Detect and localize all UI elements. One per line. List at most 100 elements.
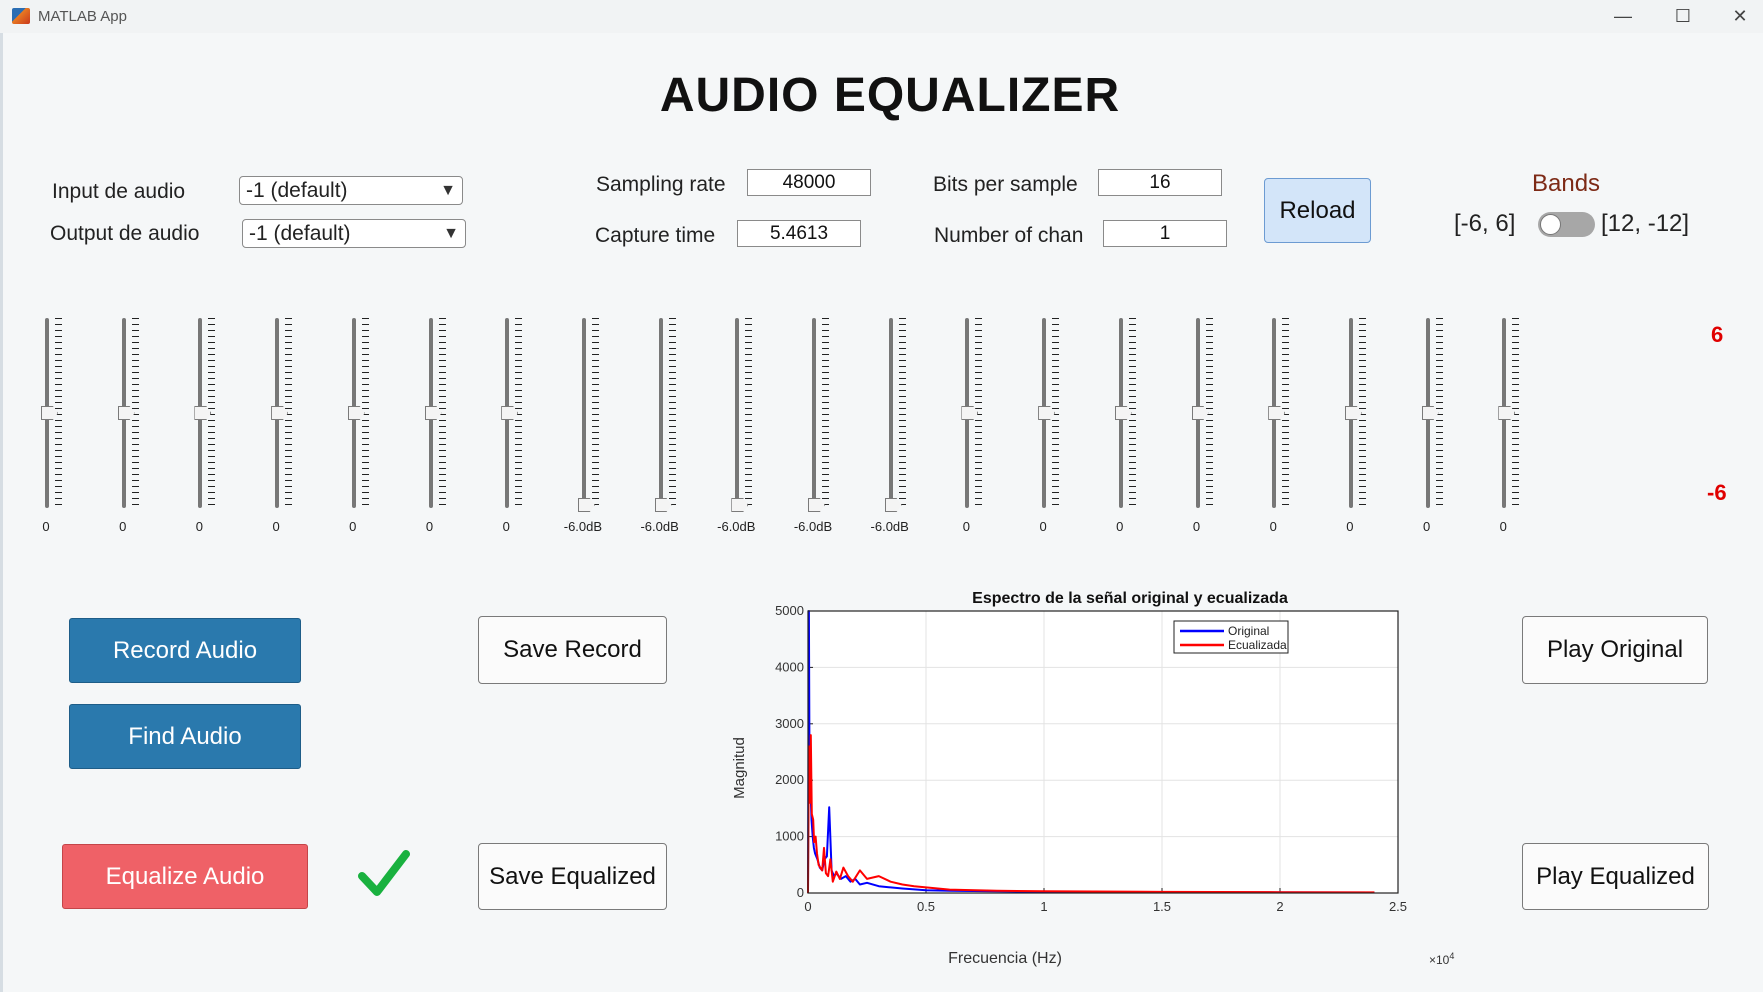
bits-per-sample-field[interactable]: 16 xyxy=(1098,169,1222,196)
bits-per-sample-label: Bits per sample xyxy=(933,173,1078,196)
eq-slider-11[interactable]: -6.0dB xyxy=(794,318,848,538)
series-line-ecualizada xyxy=(807,734,1375,894)
eq-slider-9[interactable]: -6.0dB xyxy=(640,318,695,538)
chart-plot-frame xyxy=(807,610,1399,894)
bands-title: Bands xyxy=(1532,170,1601,197)
check-icon xyxy=(358,850,410,896)
eq-slider-2[interactable]: 0 xyxy=(117,318,158,538)
sampling-rate-field[interactable]: 48000 xyxy=(747,169,871,196)
slider-thumb[interactable] xyxy=(1421,406,1439,420)
eq-slider-20[interactable]: 0 xyxy=(1498,318,1538,538)
slider-thumb[interactable] xyxy=(884,498,902,512)
eq-slider-1[interactable]: 0 xyxy=(41,318,81,538)
save-equalized-button[interactable]: Save Equalized xyxy=(478,843,667,910)
slider-value-label: -6.0dB xyxy=(870,519,909,534)
slider-thumb[interactable] xyxy=(501,406,519,420)
eq-slider-14[interactable]: 0 xyxy=(1038,318,1078,538)
slider-thumb[interactable] xyxy=(1498,406,1516,420)
slider-thumb[interactable] xyxy=(961,406,979,420)
slider-track[interactable] xyxy=(658,318,663,508)
close-icon[interactable]: ✕ xyxy=(1732,6,1748,26)
slider-ticks xyxy=(285,318,293,508)
y-tick-label: 4000 xyxy=(775,659,804,674)
slider-value-label: 0 xyxy=(119,519,127,534)
slider-thumb[interactable] xyxy=(117,406,135,420)
slider-ticks xyxy=(438,318,446,508)
slider-track[interactable] xyxy=(812,318,816,508)
slider-value-label: -6.0dB xyxy=(640,519,679,534)
dropdown-arrow-icon: ▼ xyxy=(440,182,456,199)
slider-thumb[interactable] xyxy=(1038,406,1056,420)
toggle-knob[interactable] xyxy=(1540,214,1561,235)
eq-slider-6[interactable]: 0 xyxy=(424,318,465,538)
slider-value-label: 0 xyxy=(1499,519,1507,534)
slider-thumb[interactable] xyxy=(654,498,672,512)
slider-thumb[interactable] xyxy=(808,498,825,512)
slider-thumb[interactable] xyxy=(1344,406,1362,420)
spectrum-chart: Espectro de la señal original y ecualiza… xyxy=(731,590,1454,967)
maximize-icon[interactable]: ☐ xyxy=(1674,6,1692,26)
reload-button[interactable]: Reload xyxy=(1264,178,1371,243)
minimize-icon[interactable]: — xyxy=(1614,6,1632,26)
slider-ticks xyxy=(361,318,369,508)
slider-thumb[interactable] xyxy=(424,406,442,420)
output-audio-label: Output de audio xyxy=(50,222,200,245)
eq-slider-7[interactable]: 0 xyxy=(501,318,541,538)
record-audio-button[interactable]: Record Audio xyxy=(69,618,301,683)
slider-thumb[interactable] xyxy=(1268,406,1286,420)
eq-slider-15[interactable]: 0 xyxy=(1114,318,1155,538)
x-tick-label: 0 xyxy=(804,899,811,914)
input-audio-value: -1 (default) xyxy=(246,179,348,202)
eq-slider-4[interactable]: 0 xyxy=(271,318,311,538)
find-audio-button[interactable]: Find Audio xyxy=(69,704,301,769)
eq-slider-17[interactable]: 0 xyxy=(1268,318,1308,538)
slider-track[interactable] xyxy=(581,318,586,508)
play-original-button[interactable]: Play Original xyxy=(1522,616,1708,684)
slider-track[interactable] xyxy=(888,318,893,508)
x-tick-label: 1.5 xyxy=(1153,899,1171,914)
slider-thumb[interactable] xyxy=(271,406,289,420)
slider-thumb[interactable] xyxy=(731,498,749,512)
slider-ticks xyxy=(1282,318,1290,508)
slider-ticks xyxy=(745,318,753,508)
play-equalized-button[interactable]: Play Equalized xyxy=(1522,843,1709,910)
eq-slider-19[interactable]: 0 xyxy=(1421,318,1462,538)
y-tick-label: 2000 xyxy=(775,772,804,787)
number-of-channels-field[interactable]: 1 xyxy=(1103,220,1227,247)
input-audio-dropdown[interactable]: -1 (default) ▼ xyxy=(239,176,463,205)
bands-toggle-switch[interactable] xyxy=(1538,212,1595,237)
eq-slider-16[interactable]: 0 xyxy=(1191,318,1232,538)
slider-ticks xyxy=(1052,318,1060,508)
eq-slider-8[interactable]: -6.0dB xyxy=(564,318,618,538)
output-audio-dropdown[interactable]: -1 (default) ▼ xyxy=(242,219,466,248)
slider-thumb[interactable] xyxy=(577,498,595,512)
eq-slider-10[interactable]: -6.0dB xyxy=(717,318,771,538)
slider-value-label: 0 xyxy=(1039,519,1047,534)
slider-thumb[interactable] xyxy=(1114,406,1132,420)
slider-value-label: 0 xyxy=(1422,519,1431,534)
window-left-edge xyxy=(0,33,3,992)
eq-slider-18[interactable]: 0 xyxy=(1344,318,1385,538)
chart-series xyxy=(807,610,1375,894)
eq-slider-12[interactable]: -6.0dB xyxy=(871,318,925,538)
equalize-audio-button[interactable]: Equalize Audio xyxy=(62,844,308,909)
slider-thumb[interactable] xyxy=(347,406,365,420)
window-title: MATLAB App xyxy=(38,8,127,25)
eq-slider-13[interactable]: 0 xyxy=(961,318,1001,538)
legend-box xyxy=(1173,620,1289,654)
slider-value-label: 0 xyxy=(349,519,357,534)
slider-track[interactable] xyxy=(735,318,740,508)
slider-thumb[interactable] xyxy=(41,406,58,420)
eq-slider-3[interactable]: 0 xyxy=(194,318,234,538)
eq-slider-5[interactable]: 0 xyxy=(347,318,388,538)
x-tick-label: 0.5 xyxy=(917,899,935,914)
slider-value-label: 0 xyxy=(195,519,203,534)
slider-ticks xyxy=(668,318,676,508)
capture-time-field[interactable]: 5.4613 xyxy=(737,220,861,247)
legend-entry: Ecualizada xyxy=(1228,638,1287,652)
slider-thumb[interactable] xyxy=(1191,406,1209,420)
save-record-button[interactable]: Save Record xyxy=(478,616,667,684)
slider-thumb[interactable] xyxy=(194,406,212,420)
slider-ticks xyxy=(131,318,139,508)
